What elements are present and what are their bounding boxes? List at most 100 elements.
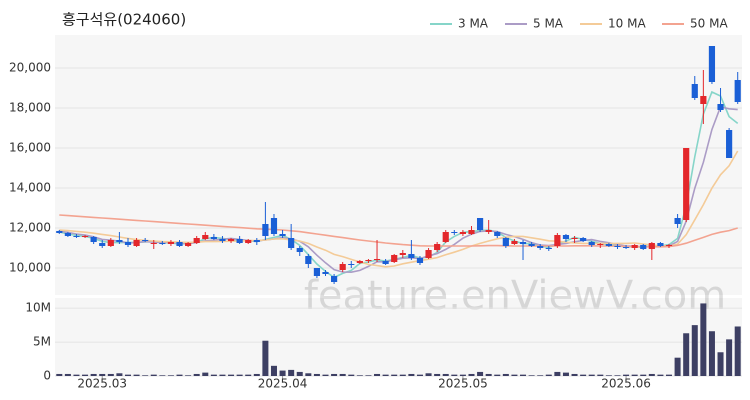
volume-bar	[580, 374, 587, 376]
candle-body	[459, 232, 466, 234]
candle-body	[159, 243, 166, 244]
candle-body	[580, 238, 587, 241]
candle-body	[373, 259, 381, 260]
candle-body	[425, 250, 432, 258]
volume-bar	[717, 352, 724, 376]
volume-bar	[202, 372, 209, 376]
candle-body	[133, 240, 140, 246]
candle-body	[56, 231, 63, 233]
candle-body	[717, 104, 724, 110]
legend-label: 10 MA	[608, 17, 646, 31]
volume-bar	[425, 373, 432, 376]
candle-body	[313, 268, 321, 276]
volume-bar	[56, 373, 63, 376]
candle-body	[236, 239, 243, 243]
volume-bar	[185, 375, 192, 376]
candle-body	[588, 242, 595, 245]
volume-bar	[571, 373, 578, 376]
volume-bar	[683, 333, 690, 376]
volume-bar	[365, 375, 372, 376]
y-tick-label: 10,000	[9, 261, 51, 275]
volume-bar	[262, 340, 269, 376]
candle-body	[571, 238, 578, 239]
candle-body	[554, 235, 561, 246]
candle-body	[528, 244, 535, 246]
volume-bar	[210, 374, 217, 376]
volume-bar	[245, 374, 252, 376]
volume-bar	[451, 374, 458, 376]
candle-body	[476, 218, 484, 230]
candle-body	[193, 238, 200, 243]
volume-bar	[442, 373, 449, 376]
candle-body	[210, 237, 217, 239]
volume-bar	[116, 373, 123, 376]
candle-body	[202, 235, 209, 239]
candle-body	[674, 218, 681, 224]
volume-bar	[339, 373, 346, 376]
candle-body	[416, 258, 424, 263]
candle-body	[288, 238, 295, 248]
candle-body	[253, 240, 260, 242]
volume-bar	[322, 374, 329, 376]
y-tick-label: 18,000	[9, 101, 51, 115]
volume-bar	[228, 374, 235, 376]
candle-body	[502, 238, 509, 246]
x-tick-label: 2025.04	[258, 377, 308, 391]
volume-bar	[623, 374, 630, 376]
candle-body	[665, 245, 673, 246]
volume-bar	[554, 371, 561, 376]
candle-body	[90, 237, 97, 242]
candle-body	[99, 243, 106, 246]
volume-bar	[167, 375, 174, 376]
price-panel	[55, 35, 742, 295]
volume-bar	[408, 373, 415, 376]
candle-body	[339, 264, 346, 270]
candle-body	[734, 80, 741, 102]
candle-body	[219, 239, 226, 241]
candle-body	[700, 96, 707, 104]
volume-bar	[331, 373, 338, 376]
volume-bar	[588, 374, 595, 376]
chart-title: 흥구석유(024060)	[62, 11, 186, 29]
ma-line	[59, 150, 739, 268]
candle-body	[537, 246, 544, 248]
candle-body	[73, 236, 80, 237]
candle-body	[597, 244, 604, 245]
candle-body	[365, 260, 372, 261]
volume-bar	[726, 339, 733, 376]
volume-bar	[657, 374, 664, 376]
candle-body	[331, 276, 338, 282]
volume-bar	[648, 373, 655, 376]
watermark: feature.enViewV.com	[304, 273, 726, 319]
volume-bar	[142, 375, 149, 376]
volume-bar	[313, 373, 320, 376]
candle-body	[279, 234, 286, 236]
volume-bar	[468, 373, 475, 376]
volume-bar	[133, 374, 140, 376]
volume-bar	[82, 374, 89, 376]
volume-bar	[73, 374, 80, 376]
volume-bar	[374, 373, 381, 376]
volume-bar	[640, 374, 647, 376]
y-tick-label: 5M	[33, 335, 51, 349]
volume-bar	[90, 373, 97, 376]
candle-body	[322, 272, 329, 274]
candle-body	[631, 245, 638, 248]
candle-body	[296, 248, 303, 252]
volume-bar	[253, 373, 260, 376]
candle-body	[305, 256, 312, 264]
y-tick-label: 12,000	[9, 221, 51, 235]
volume-bar	[708, 331, 715, 376]
volume-bar	[107, 373, 114, 376]
candle-body	[562, 235, 570, 239]
candle-body	[391, 255, 398, 262]
candle-body	[382, 261, 389, 264]
volume-bar	[279, 370, 286, 376]
candle-body	[605, 244, 612, 246]
candle-body	[442, 232, 449, 242]
volume-bar	[511, 374, 518, 376]
candle-body	[245, 240, 252, 243]
legend-label: 5 MA	[533, 17, 564, 31]
y-tick-label: 10M	[25, 301, 51, 315]
